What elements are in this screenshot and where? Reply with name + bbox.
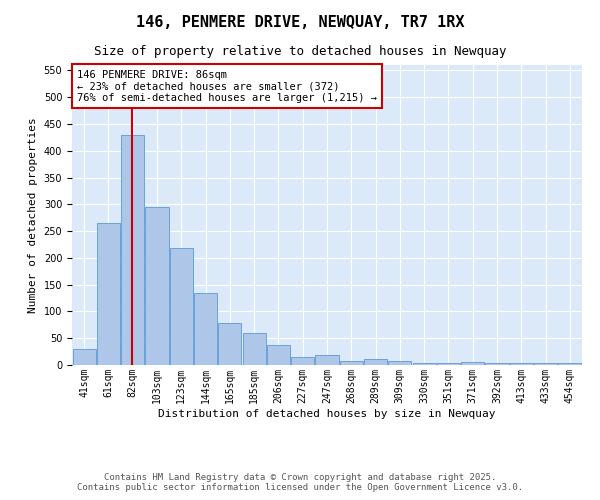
Bar [267,344,290,365]
Bar [145,207,169,365]
Bar [291,357,314,365]
Bar [218,323,241,365]
Bar [121,134,144,365]
Bar [485,363,509,365]
Bar [534,364,557,365]
Title: 146, PENMERE DRIVE, NEWQUAY, TR7 1RX: 146, PENMERE DRIVE, NEWQUAY, TR7 1RX [0,499,1,500]
Text: Size of property relative to detached houses in Newquay: Size of property relative to detached ho… [94,45,506,58]
Bar [170,248,193,365]
Bar [364,359,387,365]
Text: 146 PENMERE DRIVE: 86sqm
← 23% of detached houses are smaller (372)
76% of semi-: 146 PENMERE DRIVE: 86sqm ← 23% of detach… [77,70,377,102]
Bar [316,356,338,365]
Bar [437,364,460,365]
Bar [194,292,217,365]
Bar [340,360,363,365]
Text: 146, PENMERE DRIVE, NEWQUAY, TR7 1RX: 146, PENMERE DRIVE, NEWQUAY, TR7 1RX [136,15,464,30]
Text: Contains HM Land Registry data © Crown copyright and database right 2025.
Contai: Contains HM Land Registry data © Crown c… [77,473,523,492]
Bar [97,223,120,365]
Bar [559,363,581,365]
Bar [510,364,533,365]
Bar [388,361,412,365]
X-axis label: Distribution of detached houses by size in Newquay: Distribution of detached houses by size … [158,408,496,418]
Bar [413,364,436,365]
Bar [461,362,484,365]
Y-axis label: Number of detached properties: Number of detached properties [28,117,38,313]
Bar [73,349,95,365]
Bar [242,333,266,365]
